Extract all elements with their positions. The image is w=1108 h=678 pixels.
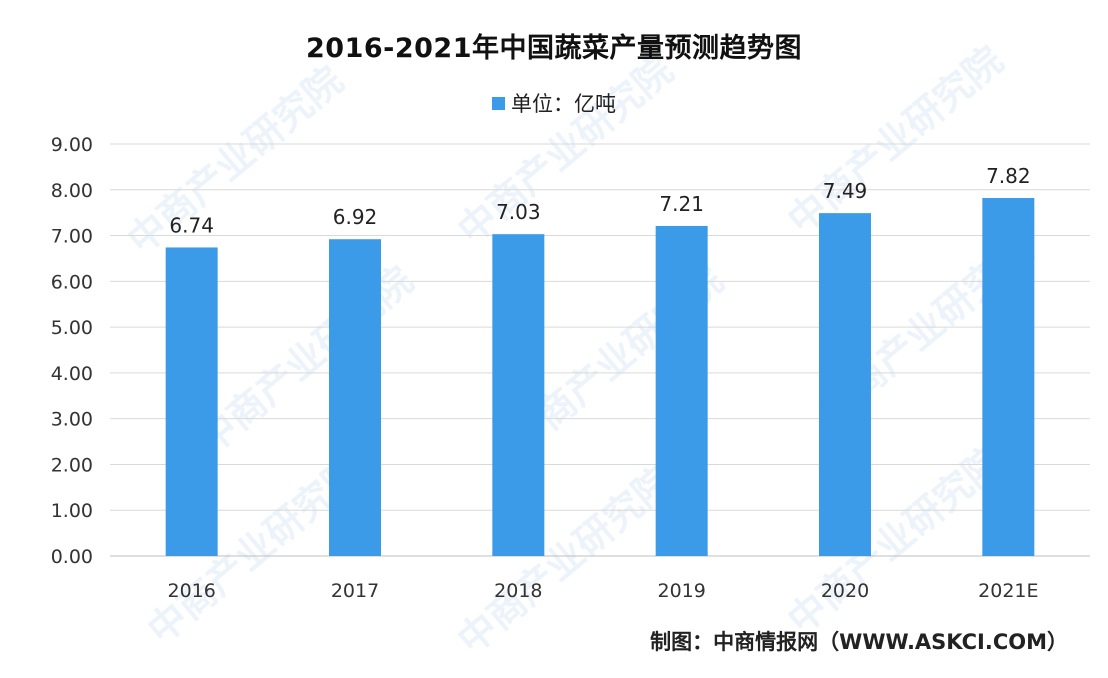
bar-value-label: 6.92 [333, 205, 378, 229]
bar [655, 225, 708, 557]
source-note: 制图：中商情报网（WWW.ASKCI.COM） [650, 630, 1068, 654]
bar-value-label: 7.49 [823, 179, 868, 203]
legend-swatch [492, 96, 505, 110]
bar [165, 247, 218, 557]
y-tick-label: 0.00 [51, 546, 93, 568]
chart-legend: 单位：亿吨 [0, 88, 1108, 118]
bar-value-label: 7.21 [659, 192, 704, 216]
x-tick-label: 2021E [978, 580, 1038, 602]
y-tick-label: 6.00 [51, 271, 93, 293]
y-tick-label: 5.00 [51, 317, 93, 339]
x-tick-label: 2020 [821, 580, 869, 602]
bar [982, 198, 1035, 557]
x-tick-label: 2018 [494, 580, 542, 602]
x-tick-label: 2017 [331, 580, 379, 602]
y-tick-label: 9.00 [51, 134, 93, 156]
y-tick-label: 7.00 [51, 226, 93, 248]
bar-value-label: 7.03 [496, 200, 541, 224]
bar [329, 239, 381, 556]
x-tick-label: 2019 [657, 580, 705, 602]
y-tick-label: 2.00 [51, 454, 93, 476]
legend-label: 单位：亿吨 [511, 92, 616, 116]
bar-value-label: 7.82 [986, 164, 1031, 188]
bar-value-label: 6.74 [169, 213, 214, 237]
y-tick-label: 1.00 [51, 500, 93, 522]
bar [492, 234, 545, 556]
chart-title: 2016-2021年中国蔬菜产量预测趋势图 [306, 33, 802, 64]
y-tick-label: 3.00 [51, 409, 93, 431]
bar [819, 213, 871, 556]
y-tick-label: 8.00 [51, 180, 93, 202]
x-tick-label: 2016 [167, 580, 215, 602]
y-tick-label: 4.00 [51, 363, 93, 385]
